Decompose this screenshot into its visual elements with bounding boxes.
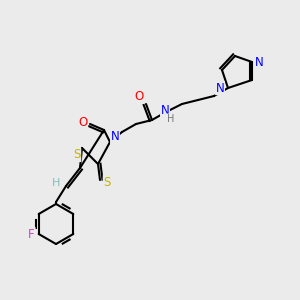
Text: N: N (111, 130, 119, 143)
Text: O: O (134, 91, 144, 103)
Text: N: N (216, 82, 224, 94)
Text: N: N (255, 56, 263, 68)
Text: H: H (167, 114, 175, 124)
Text: F: F (28, 227, 35, 241)
Text: S: S (73, 148, 81, 161)
Text: S: S (103, 176, 111, 188)
Text: O: O (78, 116, 88, 128)
Text: H: H (52, 178, 60, 188)
Text: N: N (160, 104, 169, 118)
